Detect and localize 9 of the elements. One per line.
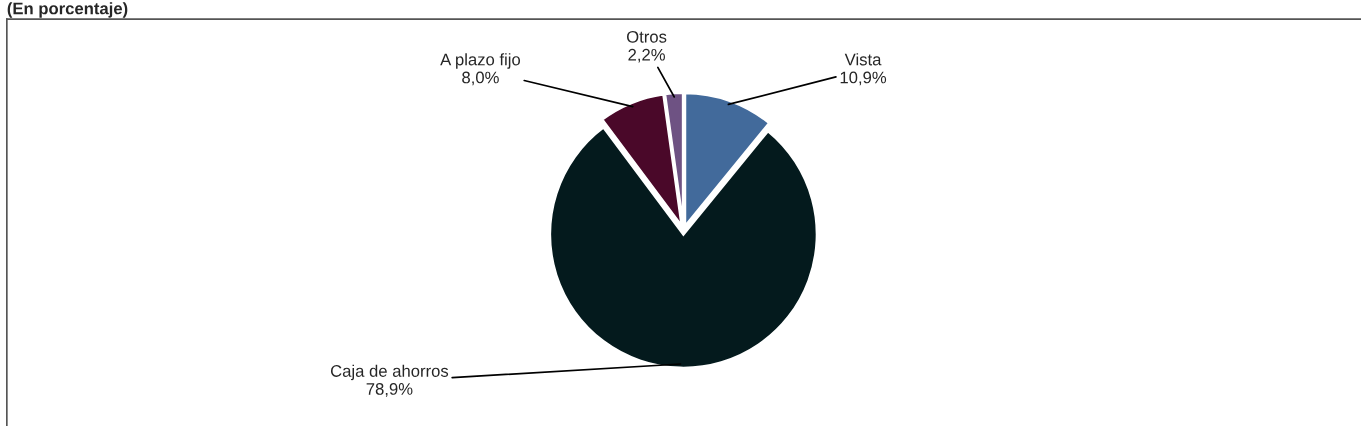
slice-label: Otros <box>626 30 667 43</box>
text: (En porcentaje) <box>7 2 128 18</box>
data-label: 10,9% <box>840 71 887 86</box>
slice-label: Caja de ahorros <box>330 364 449 381</box>
data-label: 78,9% <box>366 383 413 397</box>
data-label: 2,2% <box>628 48 665 63</box>
slice-label: A plazo fijo <box>440 53 521 69</box>
data-label: 8,0% <box>462 71 499 86</box>
slice-label: Vista <box>844 53 882 66</box>
